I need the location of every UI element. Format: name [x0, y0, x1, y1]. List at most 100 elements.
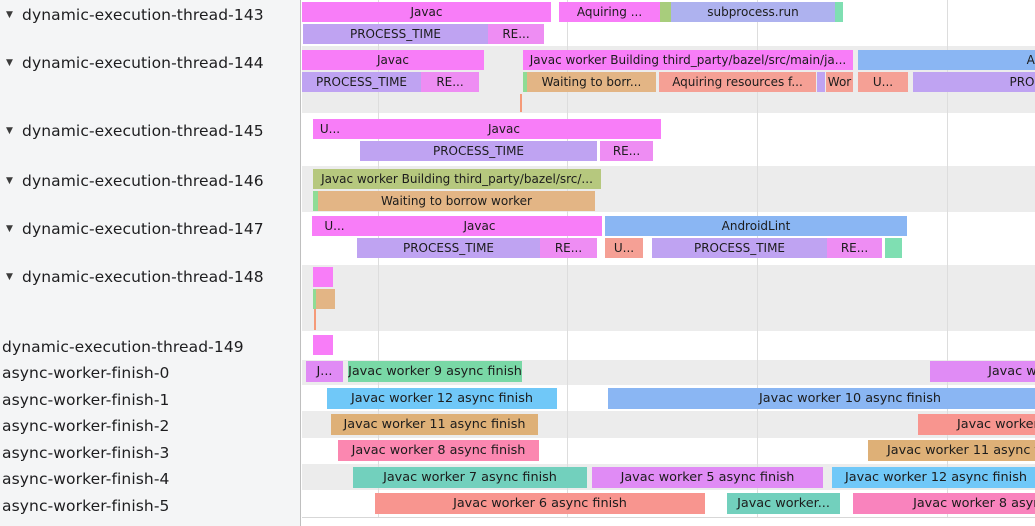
trace-slice[interactable]: RE... [600, 141, 653, 161]
trace-slice[interactable]: J... [306, 361, 343, 382]
track-label-async-worker-finish-4: async-worker-finish-4 [0, 468, 301, 490]
trace-slice[interactable]: Javac worker 7 async finish [353, 467, 587, 488]
row-background-stripe [302, 331, 1035, 360]
trace-slice-sliver[interactable] [313, 191, 318, 211]
track-label-dynamic-execution-thread-146[interactable]: ▼ dynamic-execution-thread-146 [0, 170, 301, 192]
track-name: dynamic-execution-thread-144 [22, 54, 264, 72]
trace-slice-label: AndroidLint [1026, 53, 1035, 67]
trace-slice-sliver[interactable] [314, 309, 316, 330]
trace-slice[interactable]: RE... [488, 24, 544, 44]
trace-slice-sliver[interactable] [313, 335, 333, 355]
time-gridline [947, 0, 948, 517]
trace-slice[interactable]: RE... [827, 238, 882, 258]
trace-slice-label: PROCESS_TIME [1009, 75, 1035, 89]
trace-slice-sliver[interactable] [520, 94, 522, 112]
timeline-canvas[interactable]: Javac Aquiring ... subprocess.run PROCESS_T… [302, 0, 1035, 526]
track-name: async-worker-finish-2 [2, 417, 170, 435]
trace-slice-label: Waiting to borr... [541, 75, 642, 89]
trace-slice[interactable]: Javac worker Building third_party/bazel/… [523, 50, 853, 70]
track-label-dynamic-execution-thread-147[interactable]: ▼ dynamic-execution-thread-147 [0, 218, 301, 240]
trace-slice-label: Javac [488, 122, 520, 136]
trace-slice[interactable]: Javac [302, 50, 484, 70]
trace-slice-label: Javac worker 7 async finish [383, 470, 557, 485]
trace-slice[interactable]: Javac worker 9 async finish [348, 361, 522, 382]
collapse-arrow-icon[interactable]: ▼ [6, 58, 14, 68]
timeline-bottom-border [302, 517, 1035, 518]
trace-slice[interactable]: subprocess.run [671, 2, 835, 22]
trace-slice-sliver[interactable] [313, 289, 316, 309]
collapse-arrow-icon[interactable]: ▼ [6, 224, 14, 234]
trace-slice[interactable]: Javac worker 12 async finish [832, 467, 1035, 488]
trace-slice[interactable]: PROCESS_TIME [357, 238, 540, 258]
trace-slice[interactable]: Aquiring resources f... [659, 72, 816, 92]
trace-slice[interactable]: Javac worker 8 async finish [338, 440, 539, 461]
trace-slice[interactable]: PROCESS_TIME [360, 141, 597, 161]
trace-slice[interactable]: Javac worker Building third_party/bazel/… [313, 169, 601, 189]
trace-slice-sliver[interactable] [835, 2, 843, 22]
trace-slice[interactable]: Javac worker 9 async finish [930, 361, 1035, 382]
trace-slice[interactable]: PROCESS_TIME [302, 72, 421, 92]
trace-slice-sliver[interactable] [885, 238, 902, 258]
trace-slice-label: J... [316, 364, 333, 379]
track-name: dynamic-execution-thread-143 [22, 6, 264, 24]
track-label-dynamic-execution-thread-145[interactable]: ▼ dynamic-execution-thread-145 [0, 120, 301, 142]
trace-slice-sliver[interactable] [316, 289, 335, 309]
collapse-arrow-icon[interactable]: ▼ [6, 10, 14, 20]
trace-slice[interactable]: PROCESS_TIME [913, 72, 1035, 92]
trace-slice[interactable]: Waiting to borr... [527, 72, 656, 92]
track-name: dynamic-execution-thread-145 [22, 122, 264, 140]
collapse-arrow-icon[interactable]: ▼ [6, 272, 14, 282]
trace-slice-label: PROCESS_TIME [402, 241, 495, 255]
trace-slice[interactable]: Javac worker... [727, 493, 840, 514]
trace-slice[interactable]: AndroidLint [605, 216, 907, 236]
trace-slice[interactable]: AndroidLint [858, 50, 1035, 70]
trace-slice[interactable]: PROCESS_TIME [652, 238, 827, 258]
row-background-stripe [302, 265, 1035, 331]
trace-slice-label: Javac worker 9 async finish [348, 364, 522, 379]
trace-slice[interactable]: U... [858, 72, 908, 92]
trace-slice[interactable]: Javac worker 6 async finish [375, 493, 705, 514]
trace-slice[interactable]: Aquiring ... [559, 2, 660, 22]
trace-slice-label: PROCESS_TIME [349, 27, 442, 41]
trace-slice-label: Javac worker 5 async finish [620, 470, 795, 485]
trace-slice-label: RE... [436, 75, 464, 89]
trace-slice[interactable]: Javac worker 5 async finish [592, 467, 823, 488]
collapse-arrow-icon[interactable]: ▼ [6, 126, 14, 136]
collapse-arrow-icon[interactable]: ▼ [6, 176, 14, 186]
trace-slice[interactable]: Javac worker 12 async finish [327, 388, 557, 409]
trace-slice[interactable]: U... [312, 216, 357, 236]
track-label-async-worker-finish-3: async-worker-finish-3 [0, 442, 301, 464]
trace-slice[interactable]: Javac [302, 2, 551, 22]
trace-slice[interactable]: PROCESS_TIME [303, 24, 488, 44]
track-name: async-worker-finish-3 [2, 444, 170, 462]
time-gridline [757, 0, 758, 517]
track-name: dynamic-execution-thread-146 [22, 172, 264, 190]
trace-slice[interactable]: Javac [357, 216, 602, 236]
trace-slice-sliver[interactable] [523, 72, 527, 92]
trace-slice[interactable]: U... [313, 119, 347, 139]
trace-slice[interactable]: Javac worker 10 async finish [608, 388, 1035, 409]
trace-slice[interactable]: Wor [826, 72, 853, 92]
track-name: async-worker-finish-1 [2, 391, 170, 409]
trace-slice[interactable]: Waiting to borrow worker [318, 191, 595, 211]
trace-slice-label: Javac worker 8 async finish [351, 443, 526, 458]
trace-slice-label: Javac worker 12 async finish [845, 470, 1027, 485]
trace-slice-label: PROCESS_TIME [315, 75, 408, 89]
track-label-dynamic-execution-thread-144[interactable]: ▼ dynamic-execution-thread-144 [0, 52, 301, 74]
trace-slice-sliver[interactable] [660, 2, 671, 22]
trace-slice-sliver[interactable] [313, 267, 333, 287]
trace-slice[interactable]: Javac worker 11 async finish [868, 440, 1035, 461]
track-name: dynamic-execution-thread-149 [2, 338, 244, 356]
trace-slice[interactable]: U... [605, 238, 643, 258]
trace-slice[interactable]: Javac worker 8 async finish [853, 493, 1035, 514]
trace-slice[interactable]: Javac worker 11 async finish [918, 414, 1035, 435]
trace-slice[interactable]: Javac [347, 119, 661, 139]
trace-slice-label: Javac worker 11 async finish [343, 417, 526, 432]
trace-slice[interactable]: Javac worker 11 async finish [331, 414, 538, 435]
track-label-dynamic-execution-thread-148[interactable]: ▼ dynamic-execution-thread-148 [0, 266, 301, 288]
trace-slice[interactable]: RE... [421, 72, 479, 92]
trace-slice[interactable]: RE... [540, 238, 597, 258]
track-label-dynamic-execution-thread-143[interactable]: ▼ dynamic-execution-thread-143 [0, 4, 301, 26]
trace-slice-sliver[interactable] [817, 72, 825, 92]
